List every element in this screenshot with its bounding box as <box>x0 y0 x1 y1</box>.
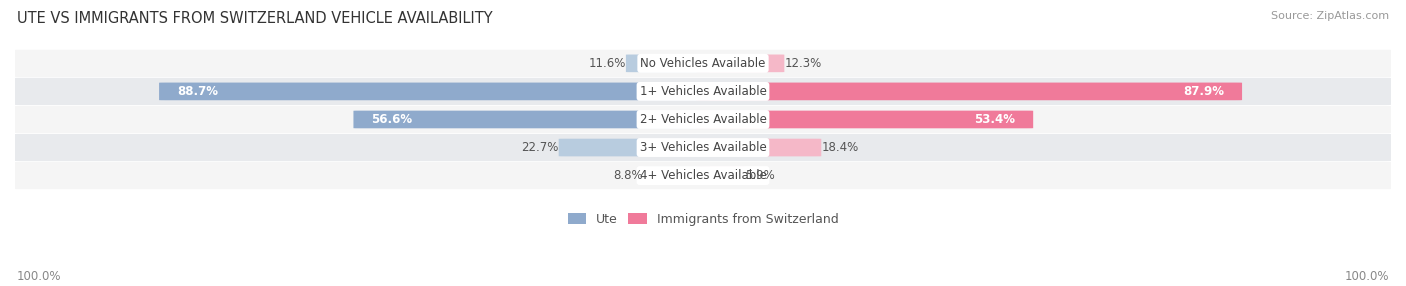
Text: No Vehicles Available: No Vehicles Available <box>640 57 766 70</box>
FancyBboxPatch shape <box>15 78 1391 105</box>
Legend: Ute, Immigrants from Switzerland: Ute, Immigrants from Switzerland <box>565 210 841 228</box>
FancyBboxPatch shape <box>626 55 710 72</box>
Text: 11.6%: 11.6% <box>589 57 626 70</box>
Text: 56.6%: 56.6% <box>371 113 412 126</box>
FancyBboxPatch shape <box>696 139 821 156</box>
FancyBboxPatch shape <box>696 111 1033 128</box>
Text: 12.3%: 12.3% <box>785 57 821 70</box>
Text: UTE VS IMMIGRANTS FROM SWITZERLAND VEHICLE AVAILABILITY: UTE VS IMMIGRANTS FROM SWITZERLAND VEHIC… <box>17 11 492 26</box>
FancyBboxPatch shape <box>15 134 1391 161</box>
FancyBboxPatch shape <box>696 167 745 184</box>
Text: 100.0%: 100.0% <box>17 270 62 283</box>
FancyBboxPatch shape <box>159 83 710 100</box>
FancyBboxPatch shape <box>696 83 1241 100</box>
Text: 8.8%: 8.8% <box>613 169 643 182</box>
FancyBboxPatch shape <box>643 167 710 184</box>
Text: 100.0%: 100.0% <box>1344 270 1389 283</box>
Text: 4+ Vehicles Available: 4+ Vehicles Available <box>640 169 766 182</box>
Text: 18.4%: 18.4% <box>821 141 859 154</box>
Text: 88.7%: 88.7% <box>177 85 218 98</box>
Text: 3+ Vehicles Available: 3+ Vehicles Available <box>640 141 766 154</box>
Text: 53.4%: 53.4% <box>974 113 1015 126</box>
Text: 5.9%: 5.9% <box>745 169 775 182</box>
FancyBboxPatch shape <box>15 50 1391 77</box>
FancyBboxPatch shape <box>558 139 710 156</box>
Text: 2+ Vehicles Available: 2+ Vehicles Available <box>640 113 766 126</box>
FancyBboxPatch shape <box>353 111 710 128</box>
Text: 22.7%: 22.7% <box>522 141 558 154</box>
FancyBboxPatch shape <box>15 106 1391 133</box>
FancyBboxPatch shape <box>15 162 1391 189</box>
Text: 1+ Vehicles Available: 1+ Vehicles Available <box>640 85 766 98</box>
Text: 87.9%: 87.9% <box>1184 85 1225 98</box>
FancyBboxPatch shape <box>696 55 785 72</box>
Text: Source: ZipAtlas.com: Source: ZipAtlas.com <box>1271 11 1389 21</box>
